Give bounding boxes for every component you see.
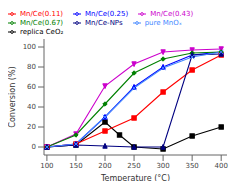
- svg-text:0: 0: [32, 143, 36, 151]
- svg-text:20: 20: [27, 123, 36, 131]
- html-text:Mn/Ce(0.67): Mn/Ce(0.67): [20, 19, 64, 27]
- svg-text:Conversion (%): Conversion (%): [8, 66, 17, 127]
- svg-text:100: 100: [23, 43, 36, 51]
- html-text:Mn/Ce(0.11): Mn/Ce(0.11): [20, 10, 64, 18]
- svg-text:80: 80: [27, 63, 36, 71]
- html-text:Mn/Ce(0.25): Mn/Ce(0.25): [85, 10, 129, 18]
- html-text:Mn/Ce-NPs: Mn/Ce-NPs: [85, 19, 123, 27]
- svg-text:250: 250: [127, 162, 140, 170]
- svg-text:60: 60: [27, 83, 36, 91]
- svg-text:300: 300: [156, 162, 169, 170]
- svg-text:200: 200: [98, 162, 111, 170]
- svg-text:150: 150: [69, 162, 82, 170]
- html-text:replica CeO₂: replica CeO₂: [20, 28, 64, 36]
- svg-text:Temperature (°C): Temperature (°C): [100, 174, 170, 181]
- svg-text:350: 350: [185, 162, 198, 170]
- svg-text:100: 100: [40, 162, 53, 170]
- svg-text:40: 40: [27, 103, 36, 111]
- html-text:pure MnOₓ: pure MnOₓ: [144, 19, 182, 27]
- html-text:Mn/Ce(0.43): Mn/Ce(0.43): [150, 10, 194, 18]
- svg-text:400: 400: [215, 162, 228, 170]
